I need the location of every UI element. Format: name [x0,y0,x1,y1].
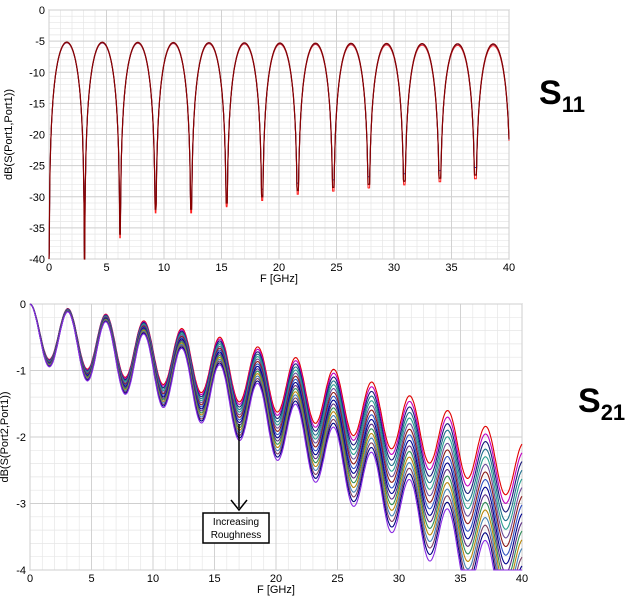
s21-y-tick-label: -4 [16,565,26,577]
s11-x-tick-label: 10 [158,262,170,274]
s11-side-label-sub: 11 [562,92,585,117]
s11-x-tick-label: 15 [215,262,227,274]
s11-curves [48,41,510,260]
roughness-annotation: Increasing Roughness [202,424,270,544]
roughness-annotation-line2: Roughness [211,530,262,541]
s21-x-axis-label: F [GHz] [257,584,295,596]
roughness-annotation-line1: Increasing [213,517,259,528]
s11-x-tick-label: 20 [273,262,285,274]
s11-series-line [48,41,510,260]
s21-x-tick-label: 5 [88,573,94,585]
s21-x-tick-label: 25 [331,573,343,585]
s11-side-label-main: S [539,74,562,112]
roughness-arrowhead [230,499,248,512]
s11-x-tick-label: 40 [503,262,515,274]
s11-x-tick-label: 25 [330,262,342,274]
s21-side-label-sub: 21 [601,400,625,425]
s21-y-axis-label: dB(S(Port2,Port1)) [0,391,11,482]
s11-y-tick-label: -20 [29,130,45,142]
s21-x-tick-label: 40 [516,573,528,585]
s21-y-tick-label: 0 [20,299,26,311]
roughness-annotation-box [202,512,270,544]
s11-y-tick-label: 0 [39,5,45,17]
s21-series-line [29,303,522,571]
s21-y-tick-label: -1 [16,366,26,378]
s11-y-tick-label: -5 [35,36,45,48]
s11-chart: 0 5 10 15 20 25 30 35 40 0 -5 -10 -15 -20 -25 -30 -35 -40… [3,5,585,285]
s21-x-tick-label: 0 [27,573,33,585]
s11-x-tick-label: 0 [46,262,52,274]
s21-x-tick-label: 20 [270,573,282,585]
s11-y-tick-label: -10 [29,67,45,79]
s21-x-tick-label: 30 [393,573,405,585]
s11-y-axis-label: dB(S(Port1,Port1)) [3,89,15,180]
s21-tick-labels: 0 5 10 15 20 25 30 35 40 0 -1 -2 -3 -4 [16,299,528,585]
s11-x-tick-label: 35 [445,262,457,274]
s11-y-tick-label: -35 [29,223,45,235]
s21-curves [29,303,523,571]
s11-x-axis-label: F [GHz] [260,273,298,285]
s21-grid [29,303,523,571]
s21-y-tick-label: -2 [16,432,26,444]
s11-side-label: S11 [539,74,585,117]
s21-chart: 0 5 10 15 20 25 30 35 40 0 -1 -2 -3 -4 F [GHz] dB(S(P… [0,299,625,596]
s11-y-tick-label: -15 [29,98,45,110]
s21-y-tick-label: -3 [16,499,26,511]
s21-side-label-main: S [578,382,601,420]
s11-tick-labels: 0 5 10 15 20 25 30 35 40 0 -5 -10 -15 -20 -25 -30 -35 -40 [29,5,515,274]
s11-x-tick-label: 30 [388,262,400,274]
s21-x-tick-label: 15 [208,573,220,585]
s11-y-tick-label: -40 [29,254,45,266]
s11-y-tick-label: -25 [29,161,45,173]
s11-x-tick-label: 5 [103,262,109,274]
s11-y-tick-label: -30 [29,192,45,204]
s21-x-tick-label: 10 [147,573,159,585]
s21-x-tick-label: 35 [454,573,466,585]
s21-side-label: S21 [578,382,625,425]
